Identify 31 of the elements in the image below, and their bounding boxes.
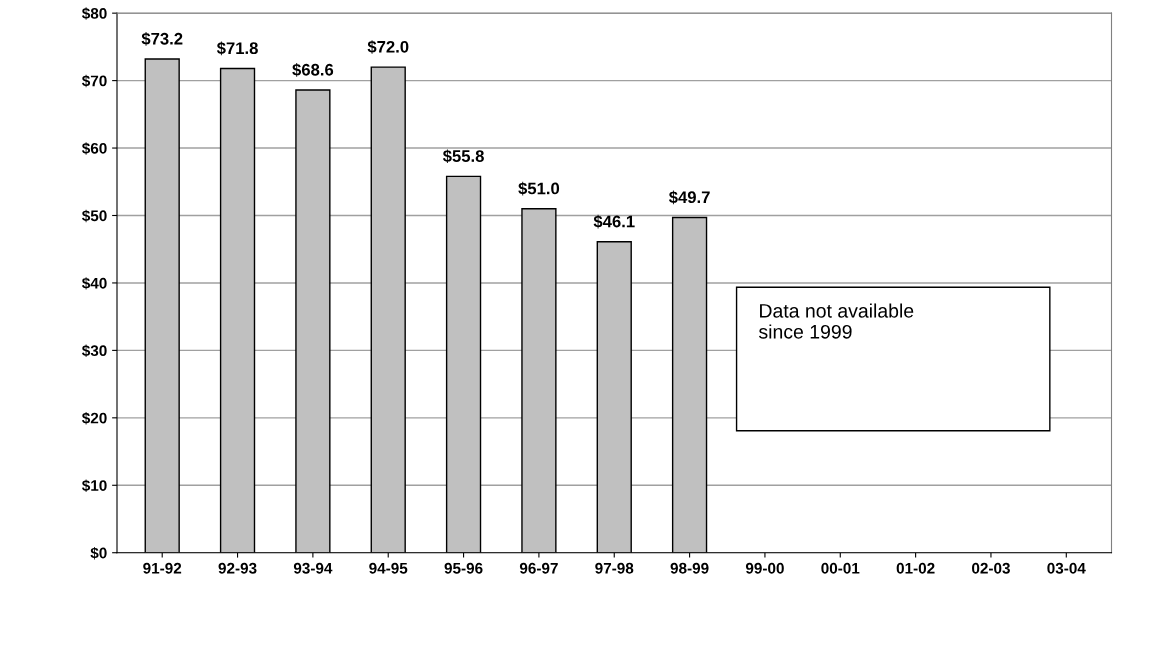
y-tick-label: $80 <box>81 7 107 20</box>
y-tick-label: $70 <box>81 74 107 88</box>
x-tick-label: 97-98 <box>595 562 634 574</box>
x-tick-label: 98-99 <box>670 562 709 574</box>
annotation: Data not available since 1999 <box>758 303 914 339</box>
data-label: $73.2 <box>141 32 183 46</box>
data-label: $55.8 <box>442 149 484 164</box>
x-tick-label: 02-03 <box>972 562 1010 574</box>
data-label: $51.0 <box>518 181 560 196</box>
x-tick-label: 01-02 <box>896 562 935 574</box>
x-tick-label: 93-94 <box>293 562 333 574</box>
x-tick-label: 94-95 <box>369 562 408 574</box>
y-tick-label: $10 <box>81 479 107 492</box>
x-tick-label: 92-93 <box>218 562 257 574</box>
y-tick-label: $50 <box>81 209 107 223</box>
data-label: $46.1 <box>593 214 635 229</box>
data-label: $71.8 <box>216 41 258 56</box>
y-tick-label: $0 <box>90 546 107 560</box>
x-tick-label: 00-01 <box>821 562 860 574</box>
data-label: $68.6 <box>292 63 334 77</box>
x-tick-label: 99-00 <box>745 562 784 574</box>
x-tick-label: 91-92 <box>143 562 182 574</box>
data-label: $49.7 <box>668 190 710 205</box>
data-label: $72.0 <box>367 40 409 54</box>
y-tick-label: $20 <box>81 412 107 425</box>
y-tick-label: $40 <box>81 277 107 290</box>
x-tick-label: 03-04 <box>1047 562 1086 574</box>
y-tick-label: $30 <box>81 344 107 358</box>
x-tick-label: 96-97 <box>519 562 558 574</box>
y-tick-label: $60 <box>81 142 107 155</box>
x-tick-label: 95-96 <box>444 562 483 574</box>
